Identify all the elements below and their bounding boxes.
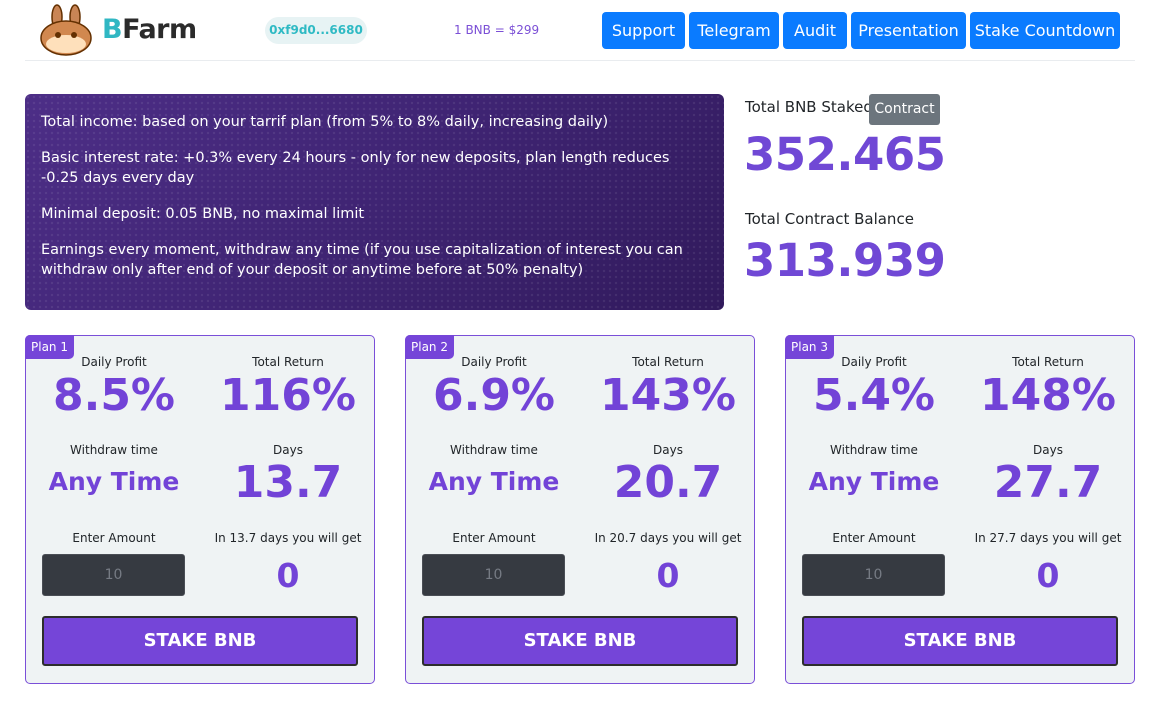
daily-profit-label: Daily Profit — [461, 355, 527, 369]
withdraw-time-label: Withdraw time — [830, 443, 918, 457]
enter-amount-label: Enter Amount — [72, 531, 156, 545]
return-estimate-value: 0 — [276, 556, 300, 595]
total-return-label: Total Return — [632, 355, 704, 369]
enter-amount-label: Enter Amount — [452, 531, 536, 545]
enter-amount-label: Enter Amount — [832, 531, 916, 545]
info-panel: Total income: based on your tarrif plan … — [25, 94, 724, 310]
wallet-address-badge[interactable]: 0xf9d0...6680 — [265, 17, 367, 44]
nav-stake-countdown-button[interactable]: Stake Countdown — [970, 12, 1120, 49]
return-estimate-label: In 13.7 days you will get — [214, 531, 362, 545]
daily-profit-value: 5.4% — [812, 370, 936, 421]
total-staked-label: Total BNB Staked — [745, 98, 873, 116]
plan-badge: Plan 2 — [405, 335, 454, 359]
return-estimate-label: In 20.7 days you will get — [594, 531, 742, 545]
info-panel-pattern — [25, 94, 724, 310]
contract-button[interactable]: Contract — [869, 94, 940, 125]
total-return-label: Total Return — [252, 355, 324, 369]
plan-card-2: Plan 2 Daily Profit Total Return 6.9% 14… — [405, 335, 755, 684]
pancake-bunny-logo-icon[interactable] — [38, 4, 94, 56]
daily-profit-value: 8.5% — [52, 370, 176, 421]
plan-badge: Plan 3 — [785, 335, 834, 359]
amount-input[interactable]: 10 — [802, 554, 945, 596]
total-return-value: 116% — [220, 370, 356, 421]
amount-input[interactable]: 10 — [422, 554, 565, 596]
info-line-earnings: Earnings every moment, withdraw any time… — [41, 242, 683, 278]
top-header: BFarm 0xf9d0...6680 1 BNB = $299 Support… — [0, 0, 1161, 62]
info-line-interest-rate: Basic interest rate: +0.3% every 24 hour… — [41, 150, 670, 186]
nav-telegram-button[interactable]: Telegram — [689, 12, 779, 49]
brand-name[interactable]: BFarm — [102, 14, 197, 45]
withdraw-time-label: Withdraw time — [70, 443, 158, 457]
withdraw-time-value: Any Time — [428, 467, 560, 496]
header-divider — [25, 60, 1135, 61]
days-value: 20.7 — [613, 457, 723, 508]
plan-badge: Plan 1 — [25, 335, 74, 359]
return-estimate-value: 0 — [656, 556, 680, 595]
contract-balance-label: Total Contract Balance — [745, 210, 914, 228]
nav-audit-button[interactable]: Audit — [783, 12, 847, 49]
stake-bnb-button[interactable]: STAKE BNB — [422, 616, 738, 666]
daily-profit-label: Daily Profit — [81, 355, 147, 369]
brand-prefix: B — [102, 14, 123, 45]
return-estimate-value: 0 — [1036, 556, 1060, 595]
daily-profit-value: 6.9% — [432, 370, 556, 421]
amount-input[interactable]: 10 — [42, 554, 185, 596]
contract-balance-value: 313.939 — [744, 234, 946, 287]
days-label: Days — [273, 443, 303, 457]
bnb-price: 1 BNB = $299 — [454, 23, 540, 37]
withdraw-time-value: Any Time — [48, 467, 180, 496]
days-label: Days — [653, 443, 683, 457]
days-value: 13.7 — [233, 457, 343, 508]
total-return-label: Total Return — [1012, 355, 1084, 369]
daily-profit-label: Daily Profit — [841, 355, 907, 369]
return-estimate-label: In 27.7 days you will get — [974, 531, 1122, 545]
days-value: 27.7 — [993, 457, 1103, 508]
stake-bnb-button[interactable]: STAKE BNB — [42, 616, 358, 666]
total-return-value: 148% — [980, 370, 1116, 421]
days-label: Days — [1033, 443, 1063, 457]
nav-support-button[interactable]: Support — [602, 12, 685, 49]
info-line-minimal-deposit: Minimal deposit: 0.05 BNB, no maximal li… — [41, 206, 365, 222]
nav-presentation-button[interactable]: Presentation — [851, 12, 966, 49]
total-staked-value: 352.465 — [744, 128, 946, 181]
withdraw-time-value: Any Time — [808, 467, 940, 496]
plan-card-3: Plan 3 Daily Profit Total Return 5.4% 14… — [785, 335, 1135, 684]
brand-suffix: Farm — [122, 14, 197, 45]
withdraw-time-label: Withdraw time — [450, 443, 538, 457]
stake-bnb-button[interactable]: STAKE BNB — [802, 616, 1118, 666]
info-line-total-income: Total income: based on your tarrif plan … — [41, 114, 609, 130]
total-return-value: 143% — [600, 370, 736, 421]
plan-card-1: Plan 1 Daily Profit Total Return 8.5% 11… — [25, 335, 375, 684]
